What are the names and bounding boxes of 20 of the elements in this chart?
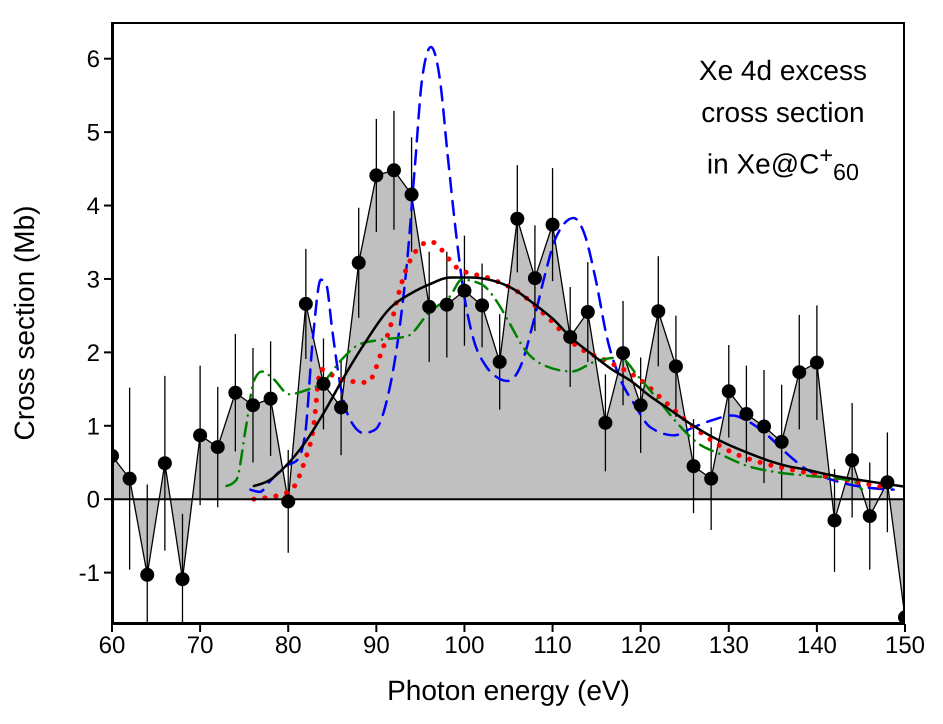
y-tick-label: 2: [86, 340, 100, 367]
x-tick-label: 110: [533, 632, 572, 660]
y-tick-label: 0: [86, 486, 100, 514]
x-tick-label: 140: [796, 632, 837, 660]
y-tick-label: 3: [86, 266, 100, 294]
x-tick-label: 60: [98, 632, 126, 660]
y-tick-label: 6: [86, 46, 100, 74]
y-tick-label: 1: [86, 413, 100, 440]
y-tick-label: 5: [86, 120, 100, 147]
x-tick-label: 120: [620, 632, 661, 660]
x-tick-label: 70: [186, 632, 214, 660]
x-tick-label: 100: [444, 632, 484, 660]
y-tick-label: 4: [86, 193, 100, 220]
y-tick-label: -1: [78, 560, 100, 588]
x-tick-label: 130: [708, 632, 749, 660]
x-tick-label: 150: [884, 632, 926, 660]
x-axis-title: Photon energy (eV): [387, 675, 630, 706]
x-tick-label: 90: [362, 632, 390, 660]
y-axis-title: Cross section (Mb): [8, 206, 40, 440]
x-tick-label: 80: [274, 632, 302, 660]
